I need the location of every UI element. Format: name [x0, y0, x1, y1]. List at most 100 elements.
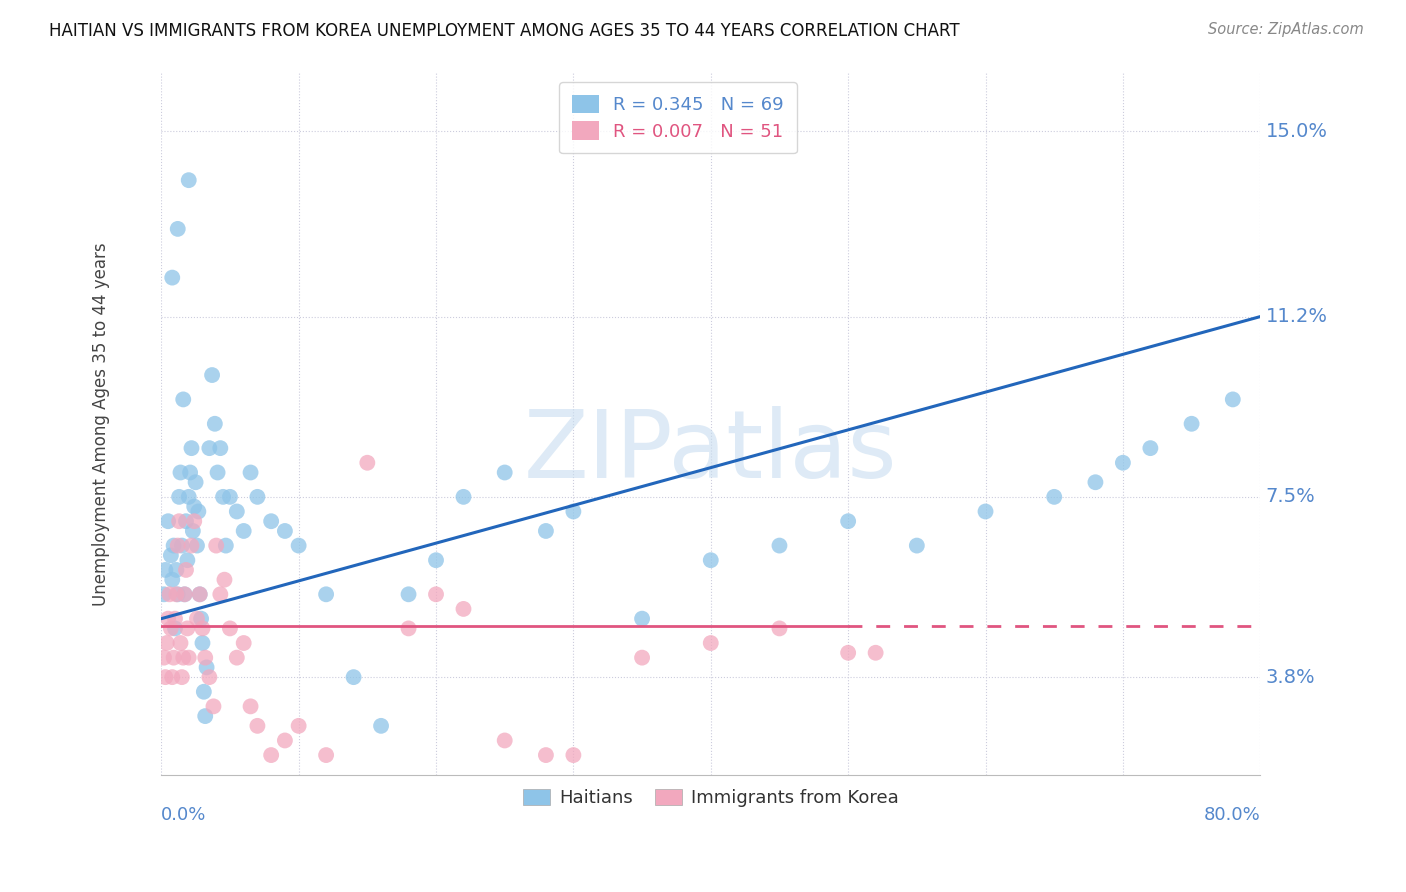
Point	[177, 173, 200, 187]
Point	[260, 748, 283, 763]
Point	[837, 514, 859, 528]
Point	[425, 587, 447, 601]
Point	[167, 514, 190, 528]
Point	[198, 670, 221, 684]
Text: Source: ZipAtlas.com: Source: ZipAtlas.com	[1208, 22, 1364, 37]
Point	[207, 466, 229, 480]
Text: 3.8%: 3.8%	[1265, 667, 1316, 687]
Text: 7.5%: 7.5%	[1265, 487, 1316, 507]
Point	[239, 466, 262, 480]
Point	[166, 222, 188, 236]
Point	[1112, 456, 1135, 470]
Text: 0.0%: 0.0%	[162, 806, 207, 824]
Point	[1139, 441, 1161, 455]
Text: 80.0%: 80.0%	[1204, 806, 1260, 824]
Point	[174, 563, 197, 577]
Point	[494, 733, 516, 747]
Point	[974, 504, 997, 518]
Point	[209, 441, 232, 455]
Point	[246, 490, 269, 504]
Point	[274, 524, 297, 538]
Point	[190, 612, 212, 626]
Point	[176, 621, 198, 635]
Point	[768, 539, 790, 553]
Point	[188, 587, 211, 601]
Point	[165, 587, 187, 601]
Point	[195, 660, 218, 674]
Point	[163, 621, 186, 635]
Point	[153, 650, 176, 665]
Point	[356, 456, 378, 470]
Point	[202, 699, 225, 714]
Point	[180, 441, 202, 455]
Point	[225, 504, 247, 518]
Point	[205, 539, 228, 553]
Point	[166, 539, 188, 553]
Point	[179, 466, 201, 480]
Point	[534, 748, 557, 763]
Text: 11.2%: 11.2%	[1265, 307, 1327, 326]
Point	[315, 587, 337, 601]
Point	[260, 514, 283, 528]
Point	[370, 719, 392, 733]
Point	[156, 636, 179, 650]
Point	[177, 650, 200, 665]
Point	[188, 587, 211, 601]
Point	[204, 417, 226, 431]
Point	[1084, 475, 1107, 490]
Point	[631, 612, 654, 626]
Point	[534, 524, 557, 538]
Point	[837, 646, 859, 660]
Point	[232, 524, 254, 538]
Point	[274, 733, 297, 747]
Point	[453, 602, 475, 616]
Point	[176, 553, 198, 567]
Point	[219, 621, 242, 635]
Point	[212, 490, 235, 504]
Text: 15.0%: 15.0%	[1265, 122, 1327, 141]
Point	[215, 539, 238, 553]
Point	[700, 553, 723, 567]
Point	[398, 587, 420, 601]
Point	[1222, 392, 1244, 407]
Point	[494, 466, 516, 480]
Point	[153, 587, 176, 601]
Point	[165, 563, 187, 577]
Point	[162, 270, 184, 285]
Point	[155, 670, 177, 684]
Point	[562, 748, 585, 763]
Point	[186, 612, 208, 626]
Point	[170, 539, 193, 553]
Point	[425, 553, 447, 567]
Point	[157, 514, 180, 528]
Point	[166, 587, 188, 601]
Point	[180, 539, 202, 553]
Text: Unemployment Among Ages 35 to 44 years: Unemployment Among Ages 35 to 44 years	[91, 242, 110, 606]
Point	[191, 636, 214, 650]
Point	[246, 719, 269, 733]
Point	[287, 719, 309, 733]
Point	[1043, 490, 1066, 504]
Point	[209, 587, 232, 601]
Point	[167, 490, 190, 504]
Point	[700, 636, 723, 650]
Point	[173, 587, 195, 601]
Point	[160, 549, 183, 563]
Point	[225, 650, 247, 665]
Point	[163, 612, 186, 626]
Point	[162, 539, 184, 553]
Point	[191, 621, 214, 635]
Point	[287, 539, 309, 553]
Point	[631, 650, 654, 665]
Point	[194, 650, 217, 665]
Point	[169, 636, 191, 650]
Point	[193, 684, 215, 698]
Point	[169, 466, 191, 480]
Point	[174, 514, 197, 528]
Point	[162, 670, 184, 684]
Legend: Haitians, Immigrants from Korea: Haitians, Immigrants from Korea	[516, 782, 905, 814]
Point	[1181, 417, 1204, 431]
Point	[315, 748, 337, 763]
Point	[181, 524, 204, 538]
Point	[172, 650, 194, 665]
